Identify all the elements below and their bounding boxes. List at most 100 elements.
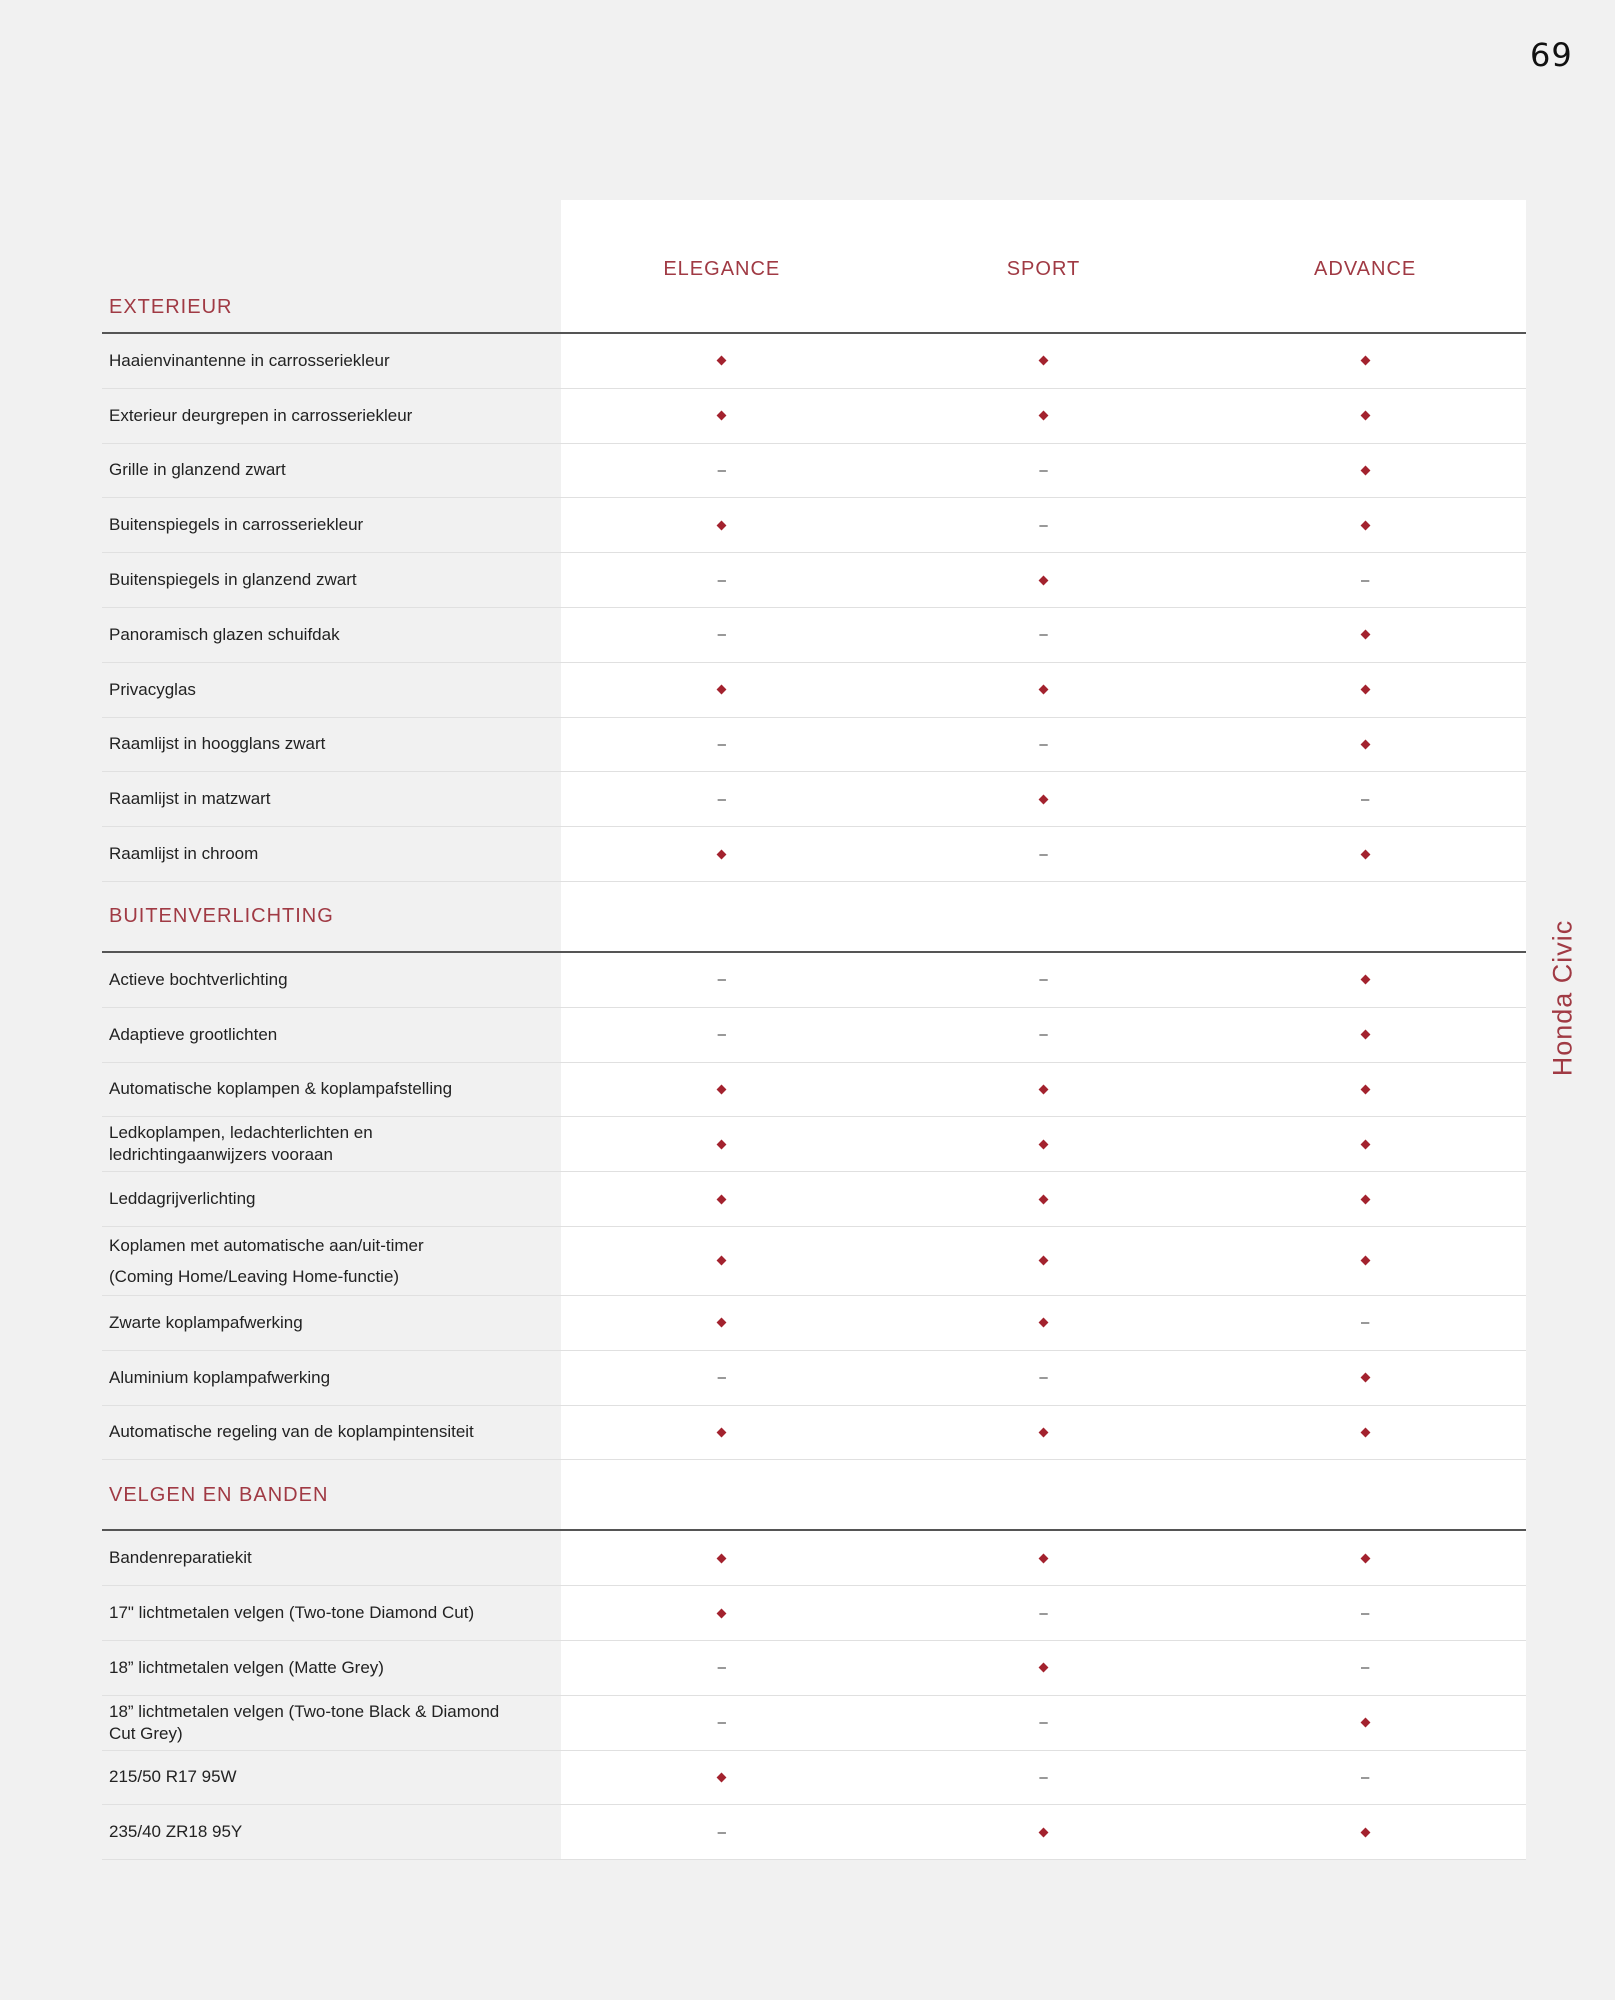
- feature-label: Actieve bochtverlichting: [109, 969, 288, 989]
- diamond-icon: [1038, 1317, 1049, 1328]
- table-row: Buitenspiegels in carrosseriekleur –: [102, 498, 1526, 554]
- column-header-cell: [560, 881, 883, 951]
- value-cell: –: [1204, 772, 1526, 827]
- value-cell: [882, 334, 1205, 388]
- diamond-icon: [1360, 1827, 1371, 1838]
- section-header: VELGEN EN BANDEN: [102, 1460, 1526, 1532]
- value-cell: [560, 1750, 883, 1805]
- diamond-icon: [1038, 1084, 1049, 1095]
- value-cell: –: [882, 717, 1205, 772]
- feature-label: Adaptieve grootlichten: [109, 1024, 278, 1044]
- section-title: BUITENVERLICHTING: [109, 905, 334, 928]
- section-header: EXTERIEUR ELEGANCE SPORT ADVANCE: [102, 200, 1526, 334]
- feature-label: Aluminium koplampafwerking: [109, 1367, 331, 1387]
- diamond-icon: [1360, 520, 1371, 531]
- value-cell: –: [560, 553, 883, 607]
- table-row: Automatische regeling van de koplampinte…: [102, 1405, 1526, 1461]
- diamond-icon: [1038, 1194, 1049, 1204]
- table-row: Haaienvinantenne in carrosseriekleur: [102, 334, 1526, 389]
- value-cell: [560, 827, 883, 881]
- value-cell: [1204, 1226, 1526, 1295]
- table-row: 18” lichtmetalen velgen (Two-tone Black …: [102, 1695, 1526, 1751]
- diamond-icon: [1038, 575, 1049, 586]
- value-cell: [560, 662, 883, 717]
- diamond-icon: [716, 1256, 727, 1266]
- column-header-cell: [1204, 1460, 1526, 1530]
- dash-icon: –: [717, 971, 726, 989]
- diamond-icon: [716, 520, 727, 531]
- table-row: Ledkoplampen, ledachterlichten en ledric…: [102, 1117, 1526, 1173]
- feature-label: Buitenspiegels in carrosseriekleur: [109, 515, 364, 535]
- table-row: Actieve bochtverlichting – –: [102, 952, 1526, 1008]
- value-cell: [882, 553, 1205, 607]
- feature-label: Exterieur deurgrepen in carrosseriekleur: [109, 405, 413, 425]
- table-row: Raamlijst in hoogglans zwart – –: [102, 717, 1526, 773]
- diamond-icon: [716, 355, 727, 366]
- dash-icon: –: [717, 571, 726, 589]
- value-cell: [882, 1062, 1205, 1117]
- value-cell: [1204, 952, 1526, 1007]
- column-header-cell: SPORT: [882, 200, 1205, 332]
- dash-icon: –: [1039, 1026, 1048, 1044]
- dash-icon: –: [1039, 1714, 1048, 1732]
- value-cell: [882, 662, 1205, 717]
- dash-icon: –: [717, 1823, 726, 1841]
- diamond-icon: [1360, 1256, 1371, 1266]
- diamond-icon: [716, 1427, 727, 1438]
- value-cell: [560, 1062, 883, 1117]
- value-cell: [882, 1226, 1205, 1295]
- table-row: Exterieur deurgrepen in carrosseriekleur: [102, 388, 1526, 444]
- dash-icon: –: [717, 735, 726, 753]
- value-cell: [1204, 827, 1526, 881]
- value-cell: –: [1204, 1750, 1526, 1805]
- section-label: EXTERIEUR: [102, 200, 561, 332]
- diamond-icon: [716, 1084, 727, 1095]
- diamond-icon: [716, 849, 727, 860]
- side-title: Honda Civic: [1547, 919, 1578, 1077]
- value-cell: –: [1204, 1586, 1526, 1640]
- value-cell: –: [1204, 553, 1526, 607]
- column-header-cell: [1204, 881, 1526, 951]
- value-cell: [1204, 334, 1526, 388]
- column-title: ELEGANCE: [663, 258, 781, 280]
- value-cell: –: [882, 952, 1205, 1007]
- value-cell: –: [560, 1350, 883, 1405]
- feature-label: Ledkoplampen, ledachterlichten en ledric…: [109, 1123, 373, 1165]
- value-cell: [882, 1405, 1205, 1460]
- diamond-icon: [1360, 974, 1371, 985]
- column-header-cell: ADVANCE: [1204, 200, 1526, 332]
- value-cell: –: [882, 498, 1205, 553]
- dash-icon: –: [1039, 1369, 1048, 1387]
- column-header-cell: [882, 881, 1205, 951]
- column-title: SPORT: [1006, 258, 1081, 280]
- feature-label: Grille in glanzend zwart: [109, 460, 286, 480]
- value-cell: [560, 1586, 883, 1640]
- value-cell: [1204, 1405, 1526, 1460]
- table-row: 18” lichtmetalen velgen (Matte Grey) – –: [102, 1640, 1526, 1696]
- diamond-icon: [1038, 1139, 1049, 1150]
- dash-icon: –: [717, 1369, 726, 1387]
- value-cell: [882, 1640, 1205, 1695]
- value-cell: [1204, 1695, 1526, 1750]
- feature-label: Privacyglas: [109, 679, 196, 699]
- diamond-icon: [1360, 1372, 1371, 1383]
- page-number: 69: [1530, 36, 1573, 74]
- value-cell: [882, 772, 1205, 827]
- value-cell: –: [560, 607, 883, 662]
- diamond-icon: [1360, 629, 1371, 640]
- value-cell: –: [560, 772, 883, 827]
- table-row: Zwarte koplampafwerking –: [102, 1295, 1526, 1351]
- dash-icon: –: [1039, 626, 1048, 644]
- diamond-icon: [716, 684, 727, 695]
- feature-label: 17" lichtmetalen velgen (Two-tone Diamon…: [109, 1603, 475, 1623]
- value-cell: [1204, 498, 1526, 553]
- feature-label: Raamlijst in matzwart: [109, 789, 271, 809]
- diamond-icon: [1360, 1029, 1371, 1040]
- value-cell: [882, 1805, 1205, 1860]
- dash-icon: –: [1360, 790, 1370, 808]
- diamond-icon: [716, 410, 727, 421]
- diamond-icon: [1360, 1084, 1371, 1095]
- value-cell: [1204, 607, 1526, 662]
- dash-icon: –: [1039, 516, 1048, 534]
- value-cell: [882, 1117, 1205, 1172]
